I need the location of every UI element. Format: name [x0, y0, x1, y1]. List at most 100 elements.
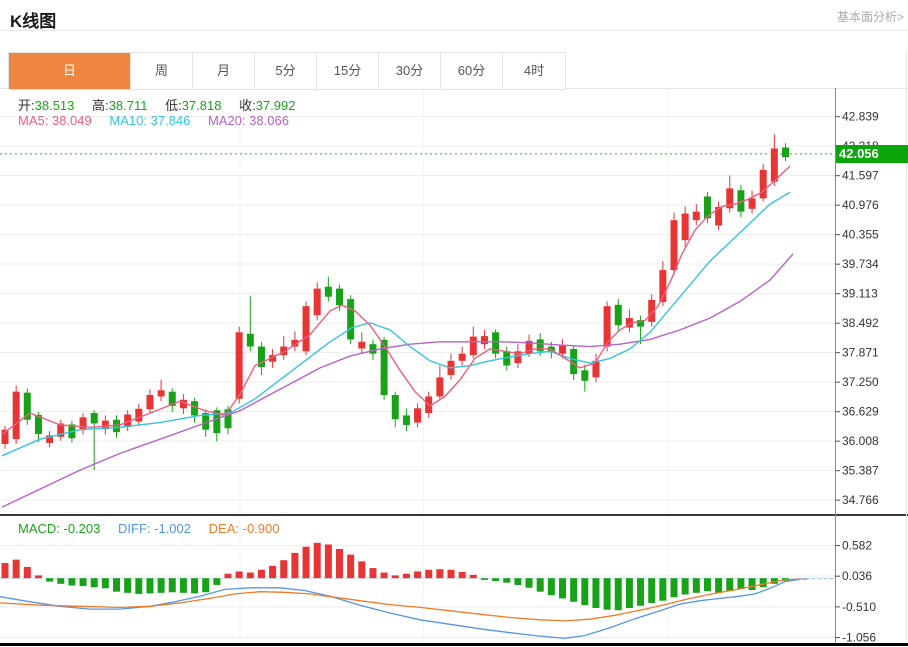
candle-body	[246, 333, 254, 347]
current-price-badge: 42.056	[836, 145, 908, 163]
macd-bar	[681, 578, 689, 595]
candle-body	[146, 395, 154, 410]
ma10-value: 37.846	[150, 113, 191, 128]
ma5-line	[1, 165, 791, 435]
macd-bar	[625, 578, 633, 608]
macd-bar	[737, 578, 745, 589]
fundamental-analysis-link[interactable]: 基本面分析>	[836, 10, 904, 24]
candle-body	[681, 213, 689, 241]
candle-body	[614, 304, 622, 326]
candle-body	[79, 417, 87, 431]
macd-bar	[525, 578, 533, 588]
candle-body	[536, 339, 544, 352]
macd-bar	[358, 561, 366, 579]
ma10-line	[1, 191, 791, 457]
ohlc-readout: 开:38.513 高:38.711 低:37.818 收:37.992	[18, 95, 309, 114]
macd-bar	[135, 578, 143, 594]
header-divider	[0, 30, 908, 31]
macd-bar	[614, 578, 622, 611]
candle-body	[570, 348, 578, 375]
macd-bar	[570, 578, 578, 602]
macd-value: -0.203	[63, 521, 101, 536]
candle-body	[1, 429, 9, 444]
macd-bar	[168, 578, 176, 593]
candle-body	[191, 401, 199, 416]
macd-bar	[547, 578, 555, 596]
candle-body	[436, 377, 444, 397]
macd-bar	[12, 559, 20, 579]
price-tick-label: 39.734	[842, 257, 879, 271]
macd-bar	[68, 578, 76, 586]
candle-body	[12, 391, 20, 440]
tab-week[interactable]: 周	[131, 53, 193, 89]
macd-bar	[235, 571, 243, 579]
candle-body	[324, 286, 332, 297]
candle-body	[168, 391, 176, 406]
macd-bar	[57, 578, 65, 584]
candle-body	[157, 390, 165, 397]
page-title: K线图	[10, 12, 57, 31]
diff-label: DIFF:	[118, 521, 151, 536]
candle-body	[135, 408, 143, 422]
candle-body	[748, 198, 756, 209]
macd-bar	[313, 542, 321, 579]
candle-body	[257, 346, 265, 367]
macd-bar	[202, 578, 210, 593]
ma20-label: MA20:	[207, 113, 246, 128]
dea-line	[0, 578, 809, 622]
high-value: 38.711	[108, 98, 148, 113]
candle-body	[759, 169, 767, 199]
open-label: 开:	[18, 98, 35, 113]
macd-bar	[113, 578, 120, 592]
price-tick-label: 39.113	[842, 287, 878, 301]
candle-body	[124, 414, 132, 427]
macd-bar	[269, 565, 277, 579]
price-tick-label: 35.387	[842, 464, 879, 478]
ma5-label: MA5:	[18, 113, 49, 128]
candle-body	[659, 270, 667, 302]
candle-body	[369, 344, 377, 354]
macd-bar	[659, 578, 667, 601]
candle-body	[492, 332, 500, 354]
tab-month[interactable]: 月	[193, 53, 255, 89]
candle-body	[280, 346, 288, 356]
candle-body	[391, 395, 399, 420]
tab-5min[interactable]: 5分	[255, 53, 317, 89]
candle-body	[625, 318, 633, 328]
macd-bar	[257, 569, 265, 579]
macd-bar	[213, 578, 221, 585]
candle-body	[670, 220, 678, 271]
tab-30min[interactable]: 30分	[379, 53, 441, 89]
macd-bar	[469, 574, 477, 579]
dea-value: -0.900	[242, 521, 280, 536]
price-tick-label: 36.629	[842, 405, 879, 419]
macd-bar	[692, 578, 700, 593]
macd-bar	[124, 578, 132, 593]
macd-bar	[670, 578, 678, 598]
macd-bar	[447, 569, 455, 579]
tab-4hour[interactable]: 4时	[523, 63, 545, 78]
macd-bar	[336, 548, 343, 579]
candle-body	[414, 408, 422, 423]
macd-bar	[425, 569, 433, 579]
ma20-value: 38.066	[249, 113, 289, 128]
candle-body	[336, 288, 343, 306]
tab-60min[interactable]: 60分	[441, 53, 503, 89]
low-value: 37.818	[181, 98, 222, 113]
candle-body	[737, 190, 745, 212]
candle-body	[269, 355, 277, 362]
candle-body	[402, 415, 410, 425]
price-tick-label: 41.597	[842, 169, 879, 183]
price-tick-label: 34.766	[842, 493, 879, 507]
tab-15min[interactable]: 15分	[317, 53, 379, 89]
macd-tick-label: -0.510	[842, 600, 876, 614]
price-tick-label: 37.250	[842, 375, 879, 389]
macd-bar	[748, 578, 756, 591]
macd-bar	[380, 572, 388, 579]
candle-body	[514, 351, 522, 364]
macd-bar	[559, 578, 566, 599]
price-tick-label: 42.839	[842, 110, 879, 124]
tab-day[interactable]: 日	[9, 53, 131, 89]
